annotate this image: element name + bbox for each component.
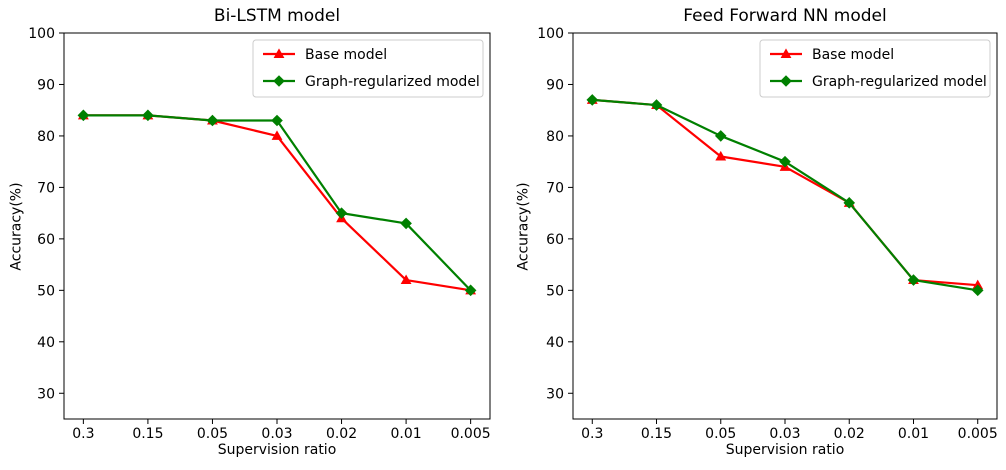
y-tick-label: 30 — [37, 386, 55, 402]
x-tick-label: 0.3 — [72, 426, 94, 442]
series-line-graph-regularized-model — [83, 114, 472, 292]
y-tick-label: 40 — [546, 335, 564, 351]
x-axis-label: Supervision ratio — [725, 442, 845, 458]
x-axis-label: Supervision ratio — [217, 442, 337, 458]
data-point-marker-diamond — [464, 284, 477, 297]
x-tick-label: 0.03 — [261, 426, 292, 442]
y-tick-label: 100 — [537, 26, 564, 42]
y-tick-label: 70 — [546, 180, 564, 196]
data-point-marker-diamond — [907, 274, 920, 286]
data-point-marker-diamond — [77, 109, 90, 122]
y-tick-label: 60 — [546, 232, 564, 248]
data-point-marker-diamond — [142, 109, 154, 122]
data-point-marker-diamond — [206, 114, 219, 127]
x-tick-label: 0.05 — [197, 426, 228, 442]
x-tick-label: 0.005 — [958, 426, 998, 442]
x-tick-label: 0.15 — [132, 426, 163, 442]
legend-label: Base model — [305, 47, 387, 63]
data-point-marker-triangle-up — [400, 274, 412, 285]
series-line-graph-regularized-model — [592, 98, 978, 292]
data-point-marker-diamond — [779, 155, 791, 168]
x-tick-label: 0.05 — [705, 426, 736, 442]
y-tick-label: 60 — [37, 232, 55, 248]
legend-marker-diamond — [780, 75, 792, 87]
y-tick-label: 50 — [37, 283, 55, 299]
data-point-marker-diamond — [586, 94, 599, 106]
series-line-base-model — [83, 114, 471, 292]
y-axis-label: Accuracy(%) — [8, 182, 25, 271]
legend-marker-diamond — [273, 75, 285, 87]
legend-label: Graph-regularized model — [812, 74, 987, 90]
data-point-marker-diamond — [335, 207, 348, 219]
data-point-marker-triangle-up — [271, 130, 283, 140]
data-point-marker-diamond — [971, 284, 984, 297]
x-tick-label: 0.01 — [898, 426, 929, 442]
y-tick-label: 80 — [37, 129, 55, 145]
axes-frame — [572, 32, 998, 420]
data-point-marker-triangle-up — [972, 279, 984, 290]
legend-box — [252, 39, 484, 98]
data-point-marker-diamond — [400, 217, 412, 230]
x-tick-label: 0.01 — [391, 426, 422, 442]
legend-box — [759, 39, 991, 98]
chart-title-bilstm: Bi-LSTM model — [213, 6, 341, 26]
axes-frame — [63, 32, 491, 420]
legend-label: Graph-regularized model — [305, 74, 480, 90]
data-point-marker-diamond — [271, 114, 283, 127]
y-axis-label: Accuracy(%) — [515, 182, 532, 271]
y-tick-label: 50 — [546, 283, 564, 299]
data-point-marker-diamond — [843, 197, 856, 209]
data-point-marker-diamond — [650, 99, 663, 111]
legend-marker-triangle-up — [780, 48, 792, 58]
y-tick-label: 80 — [546, 129, 564, 145]
y-tick-label: 100 — [28, 26, 55, 42]
y-tick-label: 30 — [546, 386, 564, 402]
x-tick-label: 0.02 — [834, 426, 865, 442]
chart-title-feed-forward-nn: Feed Forward NN model — [683, 6, 887, 26]
x-tick-label: 0.005 — [451, 426, 491, 442]
data-point-marker-triangle-up — [715, 150, 727, 161]
y-tick-label: 90 — [37, 77, 55, 93]
y-tick-label: 70 — [37, 180, 55, 196]
y-tick-label: 90 — [546, 77, 564, 93]
legend-label: Base model — [812, 47, 894, 63]
series-line-base-model — [592, 98, 978, 287]
x-tick-label: 0.02 — [326, 426, 357, 442]
x-tick-label: 0.3 — [581, 426, 603, 442]
data-point-marker-diamond — [714, 130, 727, 142]
x-tick-label: 0.15 — [641, 426, 672, 442]
y-tick-label: 40 — [37, 335, 55, 351]
x-tick-label: 0.03 — [769, 426, 800, 442]
legend-marker-triangle-up — [273, 48, 285, 58]
